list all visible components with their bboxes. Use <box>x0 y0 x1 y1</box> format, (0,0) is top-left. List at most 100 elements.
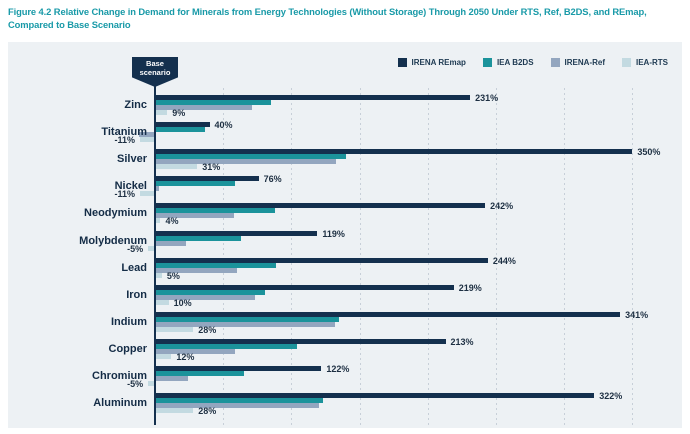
bar-irena-remap-iron <box>155 284 454 290</box>
base-scenario-label: Base scenario <box>139 59 171 77</box>
bar-iea-rts-zinc <box>155 110 168 115</box>
bar-irena-ref-molybdenum <box>155 240 187 246</box>
category-label-lead: Lead <box>121 261 147 274</box>
bar-irena-remap-chromium <box>155 366 322 371</box>
category-label-nickel: Nickel <box>114 180 147 193</box>
bar-irena-remap-copper <box>155 338 446 344</box>
value-label-irena-remap-nickel: 76% <box>263 174 282 185</box>
bar-iea-rts-chromium <box>148 381 155 386</box>
bar-irena-remap-aluminum <box>155 393 595 399</box>
bar-irena-ref-chromium <box>155 376 188 381</box>
gridline <box>564 88 566 425</box>
bar-iea-rts-titanium <box>139 137 155 143</box>
category-label-chromium: Chromium <box>92 370 147 382</box>
value-label-irena-remap-chromium: 122% <box>326 364 350 374</box>
value-label-iea-rts-iron: 10% <box>173 297 192 308</box>
value-label-irena-remap-molybdenum: 119% <box>322 228 345 239</box>
bar-iea-rts-molybdenum <box>148 245 155 251</box>
legend-swatch-irena-ref <box>550 58 560 67</box>
value-label-irena-remap-neodymium: 242% <box>490 201 514 212</box>
value-label-iea-rts-copper: 12% <box>176 351 195 362</box>
bar-iea-rts-nickel <box>139 191 155 197</box>
bar-irena-ref-iron <box>155 294 255 300</box>
legend-label-iea-b2ds: IEA B2DS <box>496 58 534 67</box>
category-label-iron: Iron <box>126 288 147 301</box>
bar-irena-remap-indium <box>155 311 621 317</box>
bar-iea-rts-aluminum <box>155 408 194 414</box>
value-label-irena-remap-lead: 244% <box>492 255 516 266</box>
bar-irena-remap-molybdenum <box>155 230 318 236</box>
legend-swatch-irena-remap <box>397 58 407 67</box>
value-label-iea-rts-titanium: -11% <box>114 135 135 146</box>
figure-title-line1: Figure 4.2 Relative Change in Demand for… <box>8 6 647 17</box>
bar-iea-b2ds-nickel <box>155 181 236 187</box>
category-label-molybdenum: Molybdenum <box>79 234 147 247</box>
category-label-aluminum: Aluminum <box>93 397 147 410</box>
bar-iea-b2ds-molybdenum <box>155 235 241 241</box>
value-label-irena-remap-copper: 213% <box>450 336 474 347</box>
bar-irena-remap-titanium <box>155 122 210 128</box>
gridline <box>359 88 361 425</box>
bar-iea-b2ds-zinc <box>155 100 271 105</box>
value-label-irena-remap-zinc: 231% <box>475 93 499 103</box>
bar-irena-ref-neodymium <box>155 213 235 219</box>
value-label-irena-remap-titanium: 40% <box>214 120 233 131</box>
value-label-iea-rts-indium: 28% <box>198 324 217 335</box>
chart-panel: IRENA REmap IEA B2DS IRENA-Ref IEA-RTS Base… <box>8 42 682 428</box>
value-label-iea-rts-lead: 5% <box>166 270 180 281</box>
bar-irena-remap-zinc <box>155 95 471 100</box>
value-label-iea-rts-chromium: -5% <box>127 379 144 389</box>
bar-iea-b2ds-neodymium <box>155 208 276 214</box>
bar-iea-rts-indium <box>155 326 194 332</box>
base-scenario-flag: Base scenario <box>132 57 178 87</box>
value-label-iea-rts-neodymium: 4% <box>165 216 179 227</box>
bar-irena-remap-lead <box>155 257 488 263</box>
bar-iea-rts-copper <box>155 353 172 359</box>
category-label-copper: Copper <box>108 342 148 355</box>
bar-irena-ref-zinc <box>155 105 252 110</box>
legend-label-iea-rts: IEA-RTS <box>636 58 668 67</box>
gridline <box>496 88 497 425</box>
category-label-indium: Indium <box>110 315 147 328</box>
bar-irena-remap-silver <box>155 149 633 155</box>
bar-iea-rts-lead <box>155 272 162 278</box>
category-label-neodymium: Neodymium <box>84 207 147 220</box>
value-label-iea-rts-zinc: 9% <box>172 108 186 118</box>
y-axis-line <box>154 85 156 425</box>
legend-label-irena-remap: IRENA REmap <box>411 58 466 67</box>
bar-irena-ref-copper <box>155 348 236 354</box>
legend-item-irena-ref: IRENA-Ref <box>550 58 605 67</box>
figure-title: Figure 4.2 Relative Change in Demand for… <box>8 5 686 31</box>
legend-swatch-iea-rts <box>622 58 631 67</box>
value-label-irena-remap-silver: 350% <box>637 147 661 158</box>
value-label-irena-remap-iron: 219% <box>458 282 482 293</box>
bar-irena-ref-aluminum <box>155 403 319 409</box>
figure-title-line2: Compared to Base Scenario <box>8 19 131 30</box>
gridline <box>632 88 634 425</box>
bar-irena-ref-indium <box>155 321 336 327</box>
bar-iea-b2ds-lead <box>155 262 277 268</box>
bar-iea-b2ds-silver <box>155 154 346 160</box>
bar-irena-ref-silver <box>155 159 337 165</box>
legend-swatch-iea-b2ds <box>482 58 492 67</box>
gridline <box>291 88 293 425</box>
legend-item-irena-remap: IRENA REmap <box>397 58 466 67</box>
bar-iea-b2ds-copper <box>155 343 297 349</box>
value-label-iea-rts-nickel: -11% <box>114 189 135 200</box>
legend-label-irena-ref: IRENA-Ref <box>564 58 605 67</box>
value-label-iea-rts-molybdenum: -5% <box>127 243 144 254</box>
category-label-silver: Silver <box>117 153 147 166</box>
category-label-zinc: Zinc <box>124 99 147 111</box>
legend-item-iea-rts: IEA-RTS <box>622 58 668 67</box>
value-label-irena-remap-aluminum: 322% <box>599 391 623 402</box>
bar-iea-b2ds-aluminum <box>155 398 323 404</box>
bar-irena-ref-nickel <box>155 186 160 192</box>
bar-iea-b2ds-chromium <box>155 371 244 376</box>
bar-iea-b2ds-iron <box>155 289 266 295</box>
legend: IRENA REmap IEA B2DS IRENA-Ref IEA-RTS <box>397 58 668 67</box>
bar-irena-remap-neodymium <box>155 203 486 209</box>
gridline <box>427 88 429 425</box>
bar-irena-ref-titanium <box>138 132 155 138</box>
bar-iea-rts-silver <box>155 164 198 170</box>
